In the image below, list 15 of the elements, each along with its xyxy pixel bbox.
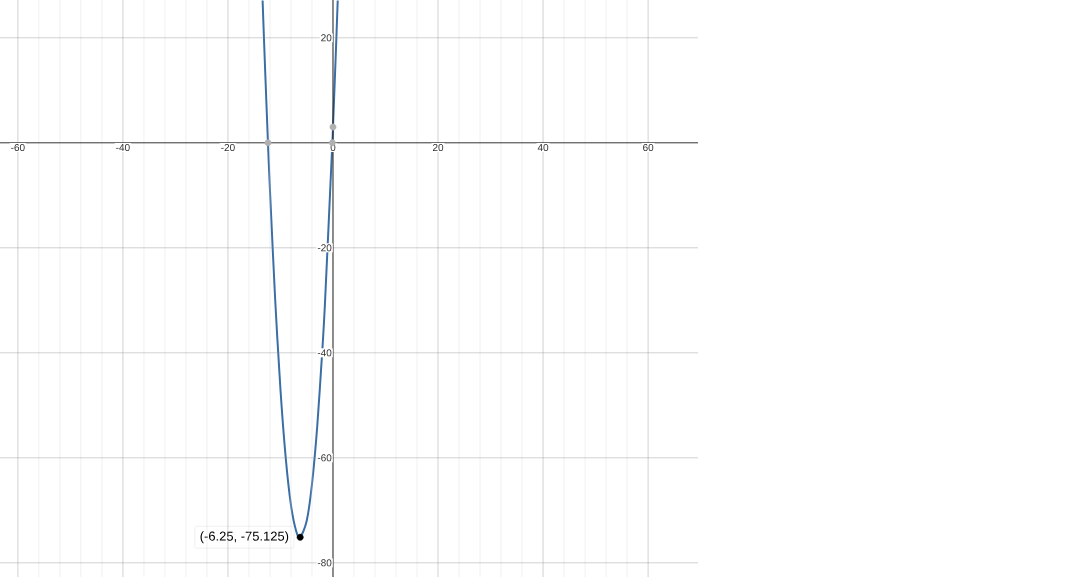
y-tick-label: -40 — [317, 349, 332, 357]
point — [296, 533, 304, 541]
point — [264, 139, 272, 147]
x-tick-label: 60 — [643, 144, 654, 152]
y-tick-label: 20 — [321, 34, 332, 42]
y-tick-label: -80 — [317, 559, 332, 567]
x-tick-label: 20 — [432, 144, 444, 152]
point — [329, 123, 337, 131]
annotation: (-6.25, -75.125) — [200, 531, 289, 544]
x-tick-label: 40 — [537, 144, 549, 152]
y-tick-label: -20 — [317, 244, 332, 252]
x-tick-label: -40 — [116, 144, 130, 152]
x-tick-label: -60 — [11, 144, 25, 152]
x-tick-label: -20 — [221, 144, 235, 152]
y-tick-label: -60 — [317, 454, 332, 462]
